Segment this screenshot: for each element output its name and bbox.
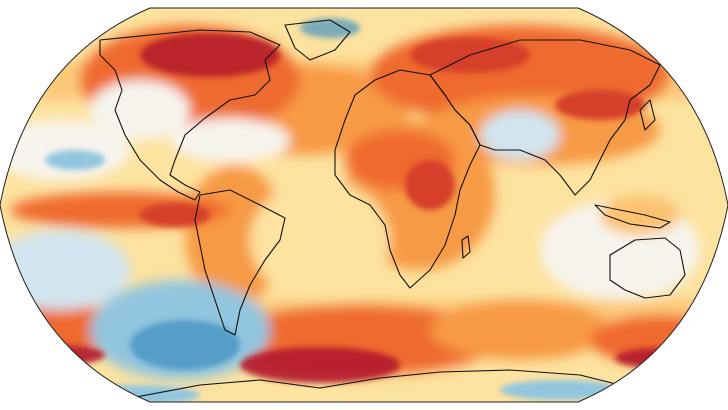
indonesia-outline bbox=[594, 204, 671, 229]
map-frame bbox=[0, 7, 728, 403]
greenland-outline bbox=[284, 19, 351, 61]
antarctica-outline bbox=[119, 369, 641, 401]
madagascar-outline bbox=[461, 235, 471, 259]
north-america-outline bbox=[99, 29, 281, 201]
coastlines bbox=[99, 19, 721, 401]
south-america-outline bbox=[194, 189, 286, 336]
australia-outline bbox=[609, 237, 686, 299]
europe-africa-outline bbox=[334, 69, 481, 289]
japan-outline bbox=[639, 99, 656, 131]
asia-outline bbox=[429, 39, 661, 196]
